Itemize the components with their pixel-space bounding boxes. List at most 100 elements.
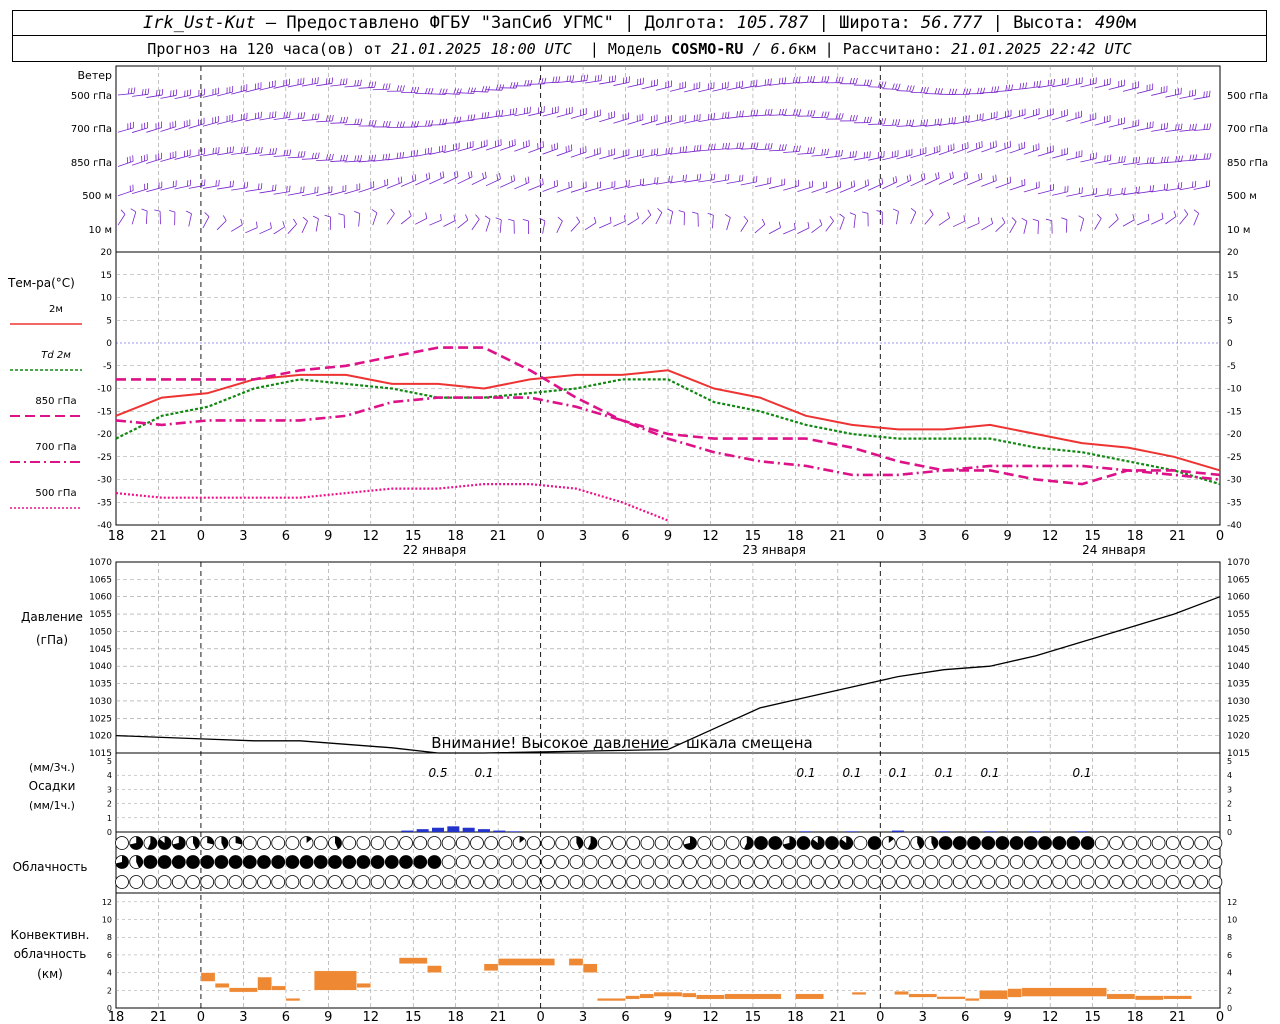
conv-bar (1134, 995, 1164, 1001)
wind-barb-feather (1047, 79, 1050, 86)
wind-barb (839, 186, 855, 193)
conv-hour-label: 18 (787, 1010, 804, 1024)
cloud-symbol-fill (356, 855, 370, 869)
cloud-symbol (711, 836, 726, 850)
conv-bar (597, 998, 626, 1002)
wind-title: Ветер (78, 69, 112, 82)
cloud-symbol (541, 836, 555, 850)
temp-hour-label: 12 (1042, 529, 1059, 544)
wind-barb-feather (810, 147, 813, 154)
wind-barb (1137, 190, 1153, 194)
wind-barb (1193, 185, 1210, 190)
conv-hour-label: 3 (919, 1010, 927, 1024)
wind-barb-feather (542, 178, 544, 185)
cloud-symbol (583, 875, 598, 889)
wind-barb-feather (427, 87, 431, 94)
cloud-symbol (399, 875, 413, 889)
wind-barb-feather (289, 149, 292, 156)
cloud-symbol (342, 875, 357, 889)
wind-barb (556, 112, 573, 118)
wind-barb-feather (767, 143, 770, 150)
cloud-symbol (938, 875, 953, 889)
wind-barb (330, 83, 347, 87)
precip-bar (462, 827, 475, 832)
alt-unit: м (1125, 13, 1136, 33)
cloud-symbol (796, 875, 811, 889)
wind-barb-feather (311, 78, 314, 85)
wind-barb-feather (388, 83, 391, 90)
cloud-symbol (356, 875, 371, 889)
wind-barb-feather (201, 179, 203, 187)
wind-barb (584, 187, 601, 193)
wind-barb (613, 118, 629, 124)
pressure-tick-right: 1020 (1227, 732, 1250, 742)
wind-barb (188, 123, 205, 129)
temp-hour-label: 3 (579, 529, 587, 544)
temp-tick-left: 0 (106, 339, 112, 349)
wind-barb-feather (1132, 213, 1135, 220)
cloud-symbol (1038, 875, 1052, 889)
precip-title: Осадки (29, 779, 76, 793)
wind-barb (811, 154, 828, 157)
wind-barb-feather (794, 222, 796, 229)
wind-barb (839, 156, 856, 160)
conv-hour-label: 18 (1127, 1010, 1144, 1024)
wind-barb (613, 220, 626, 227)
conv-bar (313, 970, 357, 991)
conv-tick-right: 8 (1227, 933, 1232, 942)
station-name: Irk_Ust-Kut (143, 13, 256, 33)
wind-barb (443, 148, 460, 154)
wind-barb-feather (400, 176, 403, 183)
precip-bar (892, 830, 904, 832)
wind-barb-feather (539, 217, 546, 222)
cloud-symbol (697, 855, 712, 869)
precip-tick-right: 3 (1227, 785, 1232, 794)
cloud-symbol-fill (115, 855, 129, 869)
wind-barb (584, 222, 597, 231)
temp-tick-right: 20 (1227, 248, 1239, 258)
wind-barb-feather (841, 113, 844, 120)
wind-barb-feather (175, 89, 178, 96)
wind-barb (160, 126, 176, 132)
pressure-tick-left: 1015 (89, 749, 112, 759)
cloud-symbol (541, 875, 555, 889)
cloud-symbol (1123, 836, 1138, 850)
wind-barb-feather (229, 146, 232, 153)
cloud-symbol (683, 875, 697, 889)
precip-tick-left: 3 (107, 785, 112, 794)
wind-barb (1023, 148, 1040, 155)
cloud-symbol-fill (995, 836, 1009, 850)
cloud-symbol-fill (172, 855, 186, 869)
wind-barb (967, 118, 983, 124)
pressure-warning: Внимание! Высокое давление – шкала смеще… (431, 734, 812, 752)
wind-barb (316, 120, 333, 123)
temp-tick-right: -20 (1227, 430, 1242, 440)
wind-barb (1165, 216, 1177, 225)
precip-tick-left: 0 (107, 828, 112, 837)
wind-barb (1037, 220, 1039, 235)
wind-barb (769, 82, 785, 86)
wind-barb (1080, 158, 1097, 163)
wind-barb-feather (750, 110, 753, 117)
wind-barb-feather (1138, 156, 1141, 163)
wind-barb (1023, 113, 1040, 120)
wind-barb-feather (696, 145, 699, 152)
wind-barb-feather (713, 112, 715, 119)
cloud-symbol (1123, 855, 1138, 869)
wind-level-label-right: 500 гПа (1227, 91, 1268, 102)
cloud-symbol (271, 836, 286, 850)
wind-barb (924, 150, 941, 157)
cloud-symbol-fill (172, 836, 186, 850)
conv-hour-label: 3 (579, 1010, 587, 1024)
wind-barb-feather (909, 85, 912, 92)
wind-barb-feather (713, 173, 716, 180)
precip-bar (447, 826, 460, 832)
wind-barb (500, 113, 516, 118)
wind-barb-feather (852, 151, 854, 158)
wind-barb (1009, 147, 1025, 154)
conv-tick-left: 12 (102, 898, 112, 907)
wind-barb (924, 123, 941, 127)
wind-barb-feather (269, 112, 271, 119)
wind-barb (245, 152, 262, 156)
wind-barb-feather (682, 146, 685, 153)
